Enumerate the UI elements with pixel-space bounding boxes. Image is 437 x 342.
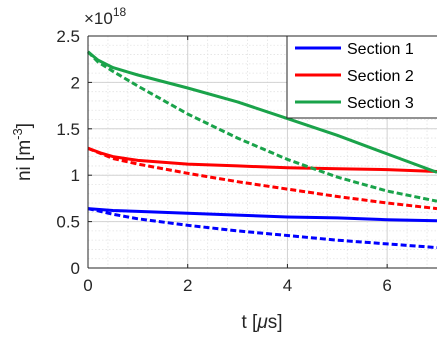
y-multiplier-base: ×10 [84, 9, 113, 28]
y-tick-label: 0 [71, 259, 80, 278]
series-line-2-dashed [87, 146, 437, 211]
legend-label-section-3: Section 3 [347, 95, 414, 112]
series-line-3-dashed [86, 50, 437, 203]
y-tick-label: 2.5 [56, 27, 80, 46]
x-tick-label: 4 [283, 276, 292, 295]
x-axis-label-suffix: s] [268, 312, 283, 333]
y-axis-label-exponent: -3 [10, 128, 25, 140]
x-axis-label-prefix: t [ [241, 312, 258, 333]
y-axis-label-suffix: ] [14, 123, 35, 128]
series-line-3-solid [87, 50, 437, 174]
x-tick-label: 2 [183, 276, 192, 295]
legend-label-section-1: Section 1 [347, 41, 414, 58]
x-tick-label: 0 [83, 276, 92, 295]
series-line-1-dashed [87, 207, 437, 250]
x-axis-label-mu: μ [256, 312, 268, 333]
x-tick-label: 6 [382, 276, 391, 295]
y-tick-label: 1.5 [56, 120, 80, 139]
legend-label-section-2: Section 2 [347, 68, 414, 85]
y-axis-label: ni [m-3] [10, 123, 35, 181]
series-layer [86, 50, 437, 250]
y-tick-label: 2 [71, 73, 80, 92]
series-line-1-solid [87, 207, 437, 223]
y-multiplier-exponent: 18 [113, 5, 127, 19]
y-axis-label-prefix: ni [m [14, 140, 35, 181]
y-tick-label: 1 [71, 166, 80, 185]
x-axis-label: t [μs] [241, 312, 282, 333]
y-multiplier-label: ×1018 [84, 5, 127, 28]
legend: Section 1 Section 2 Section 3 [286, 35, 437, 119]
tick-labels: 0 2 4 6 0 0.5 1 1.5 2 2.5 [56, 27, 392, 295]
y-tick-label: 0.5 [56, 213, 80, 232]
legend-box [286, 35, 437, 119]
